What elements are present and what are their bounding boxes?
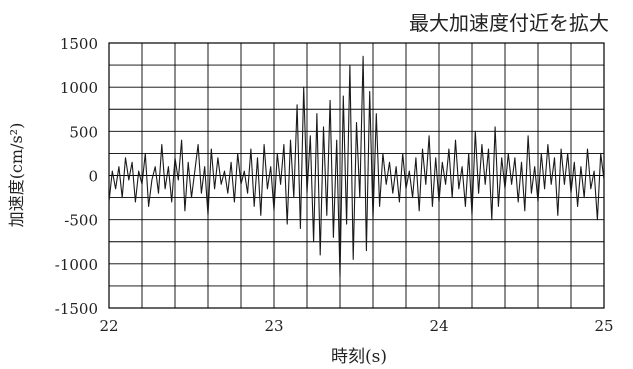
y-tick-label: 1000 [60, 79, 98, 97]
y-axis-label: 加速度(cm/s²) [7, 123, 26, 228]
y-tick-label: 500 [69, 123, 98, 141]
x-tick-label: 24 [429, 317, 448, 335]
x-tick-label: 22 [99, 317, 118, 335]
y-tick-label: -1500 [55, 300, 98, 318]
y-tick-label: 1500 [60, 35, 98, 53]
y-tick-label: -1000 [55, 256, 98, 274]
grid-lines [109, 43, 604, 308]
chart-title: 最大加速度付近を拡大 [409, 11, 609, 35]
x-tick-label: 23 [264, 317, 283, 335]
series-group [108, 55, 605, 278]
y-tick-label: -500 [64, 212, 98, 230]
x-axis-label: 時刻(s) [331, 347, 387, 367]
x-tick-label: 25 [594, 317, 613, 335]
y-tick-label: 0 [88, 168, 98, 186]
series-line [108, 55, 605, 278]
